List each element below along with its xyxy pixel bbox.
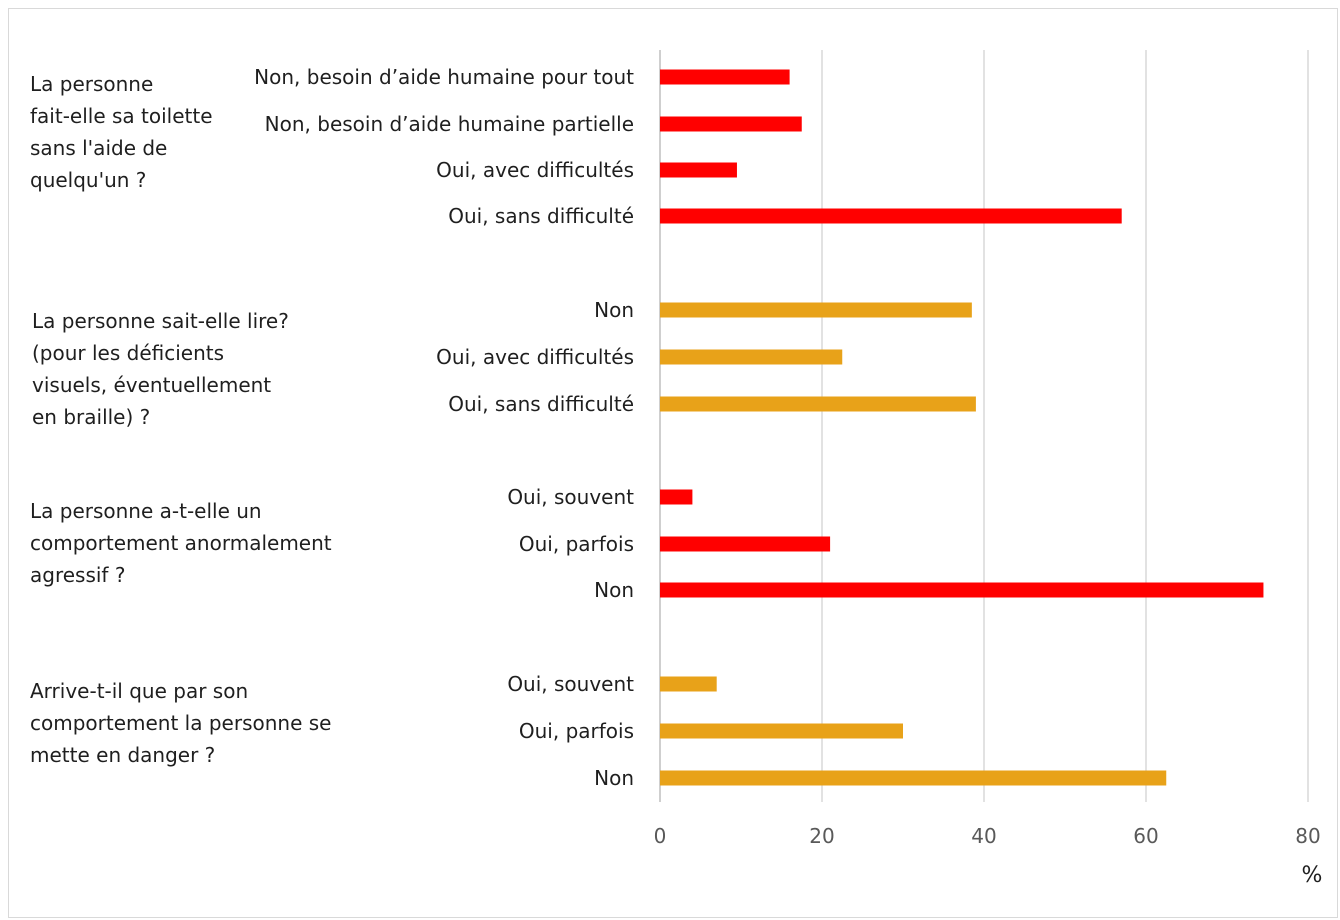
category-label: Oui, avec difficultés — [436, 158, 634, 182]
x-tick-label: 80 — [1295, 824, 1320, 848]
chart-frame — [8, 8, 1338, 918]
bar-q4-1 — [660, 676, 717, 692]
bar-q1-2 — [660, 116, 802, 132]
category-label: Non — [594, 578, 634, 602]
bar-q3-1 — [660, 489, 693, 505]
bar-q4-3 — [660, 770, 1167, 786]
category-label: Non, besoin d’aide humaine pour tout — [254, 65, 634, 89]
question-1-label: La personne fait-elle sa toilette sans l… — [30, 72, 213, 192]
category-label: Oui, parfois — [519, 719, 634, 743]
category-label: Non, besoin d’aide humaine partielle — [265, 112, 634, 136]
category-label: Oui, parfois — [519, 532, 634, 556]
x-tick-label: 0 — [654, 824, 667, 848]
x-unit-label: % — [1302, 863, 1323, 888]
x-tick-label: 60 — [1133, 824, 1158, 848]
category-label: Oui, souvent — [507, 672, 634, 696]
x-tick-label: 40 — [971, 824, 996, 848]
bar-q2-3 — [660, 396, 976, 412]
bar-q1-1 — [660, 69, 790, 85]
question-2-label: La personne sait-elle lire? (pour les dé… — [32, 309, 289, 429]
bar-q1-4 — [660, 208, 1122, 224]
bar-q3-3 — [660, 582, 1264, 598]
category-label: Oui, sans difficulté — [448, 204, 634, 228]
question-4-label: Arrive-t-il que par son comportement la … — [30, 679, 332, 767]
bar-q2-1 — [660, 302, 972, 318]
x-tick-label: 20 — [809, 824, 834, 848]
bar-q3-2 — [660, 536, 831, 552]
bar-q2-2 — [660, 349, 843, 365]
category-label: Oui, souvent — [507, 485, 634, 509]
question-3-label: La personne a-t-elle un comportement ano… — [30, 499, 332, 587]
category-label: Oui, avec difficultés — [436, 345, 634, 369]
category-label: Non — [594, 766, 634, 790]
bar-q4-2 — [660, 723, 903, 739]
category-label: Oui, sans difficulté — [448, 392, 634, 416]
bar-q1-3 — [660, 162, 737, 178]
category-label: Non — [594, 298, 634, 322]
